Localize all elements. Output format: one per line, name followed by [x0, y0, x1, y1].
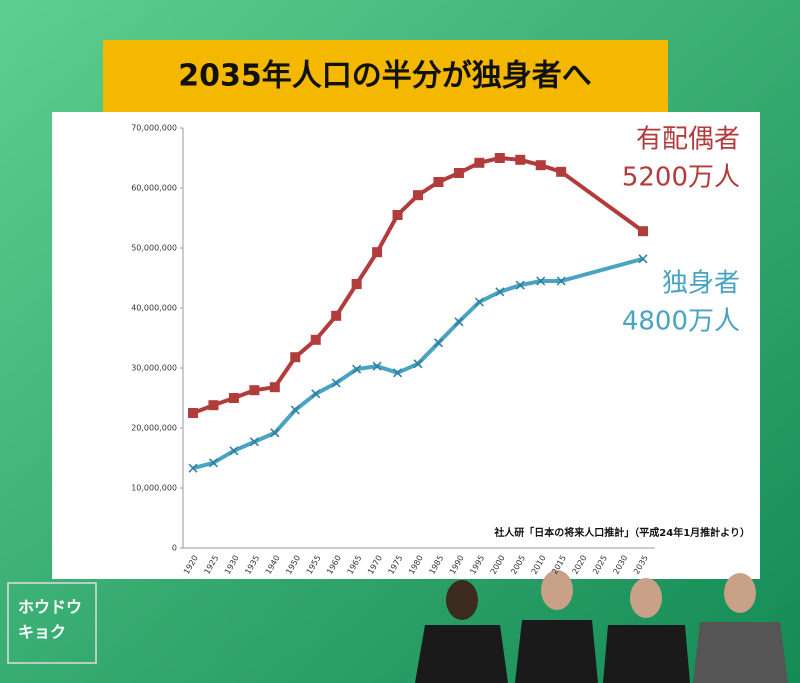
point-marker [352, 364, 362, 374]
series-label: 独身者 [662, 269, 740, 299]
person [515, 620, 598, 683]
y-tick-label: 30,000,000 [131, 364, 177, 373]
y-tick-label: 0 [172, 544, 177, 553]
person [630, 578, 662, 618]
point-marker [495, 287, 505, 297]
point-marker [331, 310, 342, 321]
person [603, 625, 690, 683]
y-tick-label: 70,000,000 [131, 124, 177, 133]
series-annotation: 5200万人 [622, 163, 740, 193]
y-tick-label: 10,000,000 [131, 484, 177, 493]
point-marker [474, 157, 485, 168]
person [415, 625, 508, 683]
point-marker [372, 361, 382, 371]
point-marker [310, 334, 321, 345]
y-tick-label: 40,000,000 [131, 304, 177, 313]
person [541, 570, 573, 610]
point-marker [535, 160, 546, 171]
point-marker [413, 190, 423, 201]
point-marker [474, 297, 484, 307]
chart-panel [52, 112, 760, 579]
logo-text: ホウドウ [18, 598, 82, 617]
series-annotation: 4800万人 [622, 307, 740, 337]
point-marker [290, 405, 300, 415]
y-tick-label: 50,000,000 [131, 244, 177, 253]
series-line [192, 256, 644, 471]
point-marker [249, 385, 260, 396]
point-marker [392, 210, 403, 220]
point-marker [494, 153, 505, 163]
point-marker [269, 382, 280, 393]
point-marker [393, 368, 403, 378]
presenters [415, 570, 788, 683]
y-tick-label: 60,000,000 [131, 184, 177, 193]
point-marker [351, 279, 362, 289]
point-marker [208, 400, 219, 411]
point-marker [433, 338, 443, 348]
point-marker [270, 428, 280, 438]
point-marker [331, 378, 341, 388]
person [446, 580, 478, 620]
series-label: 有配偶者 [636, 125, 740, 155]
y-tick-label: 20,000,000 [131, 424, 177, 433]
person [693, 622, 788, 683]
point-marker [454, 317, 464, 327]
point-marker [188, 408, 198, 418]
point-marker [433, 177, 444, 187]
logo-frame [7, 582, 97, 664]
logo-text: キョク [18, 623, 66, 642]
point-marker [249, 437, 259, 447]
logo: ホウドウ キョク [7, 582, 97, 664]
point-marker [556, 166, 567, 177]
point-marker [311, 389, 321, 399]
point-marker [290, 352, 301, 363]
point-marker [413, 359, 423, 369]
point-marker [208, 458, 218, 468]
point-marker [372, 247, 383, 258]
point-marker [515, 154, 526, 165]
point-marker [638, 254, 648, 264]
point-marker [188, 463, 198, 473]
point-marker [556, 276, 566, 286]
point-marker [229, 446, 239, 456]
person [724, 573, 756, 613]
title-banner [103, 40, 668, 112]
point-marker [536, 276, 546, 286]
source-note: 社人研「日本の将来人口推計」（平成24年1月推計より） [493, 526, 750, 539]
point-marker [638, 226, 648, 237]
point-marker [453, 168, 464, 178]
chart-title: 2035年人口の半分が独身者へ [178, 59, 592, 94]
point-marker [228, 393, 239, 403]
point-marker [515, 280, 525, 290]
